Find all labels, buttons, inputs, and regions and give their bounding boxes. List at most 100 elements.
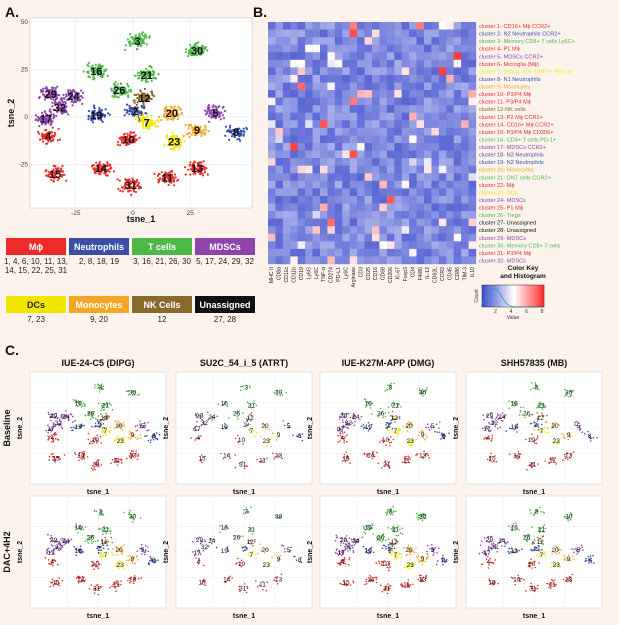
heatmap-row-label: cluster 14- CD16+ Mϕ CCR2+ — [479, 122, 554, 128]
heatmap-cell — [364, 165, 373, 174]
subplot-point — [292, 434, 294, 437]
panel-a-point — [136, 74, 139, 77]
panel-a-point — [77, 92, 81, 95]
heatmap-cell — [409, 105, 417, 113]
subplot-point — [416, 453, 418, 455]
panel-a-point — [182, 134, 185, 137]
panel-a-point — [47, 92, 51, 95]
heatmap-cell — [461, 22, 469, 30]
subplot-cluster-label: 9 — [567, 432, 571, 439]
heatmap-cell — [438, 22, 447, 30]
subplot-point — [112, 554, 115, 556]
color-key-swatch — [513, 285, 515, 307]
heatmap-cell — [386, 22, 395, 30]
heatmap-cell — [268, 143, 276, 151]
subplot-point — [398, 528, 401, 531]
panel-a-point — [143, 75, 147, 78]
panel-a-point — [133, 101, 136, 104]
subplot-point — [97, 593, 100, 596]
panel-a-point — [87, 75, 90, 78]
subplot-point — [48, 459, 50, 462]
heatmap-cell — [424, 226, 432, 234]
heatmap-cell — [446, 22, 454, 30]
heatmap-cell — [282, 211, 291, 219]
panel-a-point — [189, 43, 192, 46]
panel-a-point — [226, 130, 229, 133]
subplot-point — [135, 429, 137, 432]
heatmap-cell — [386, 74, 395, 83]
heatmap-cell — [461, 37, 469, 45]
heatmap-cell — [275, 188, 284, 197]
heatmap-cell — [297, 97, 306, 106]
heatmap-cell — [342, 97, 350, 106]
heatmap-cell — [468, 180, 477, 189]
panel-a-point — [72, 100, 75, 103]
color-key-swatch — [522, 285, 525, 307]
subplot-point — [379, 407, 382, 410]
heatmap-cell — [320, 120, 328, 129]
heatmap-cell — [468, 150, 477, 159]
panel-a-point — [44, 170, 47, 173]
subplot-cluster-label: 12 — [247, 539, 255, 546]
subplot-point — [94, 386, 96, 389]
panel-a-point — [112, 170, 116, 173]
heatmap-cell — [268, 256, 276, 265]
subplot-point — [280, 573, 283, 576]
heatmap-cell — [401, 150, 410, 159]
heatmap-cell — [282, 105, 291, 113]
heatmap-cell — [453, 112, 462, 121]
heatmap-cell — [416, 44, 425, 53]
heatmap-cell — [424, 44, 432, 53]
subplot-cluster-label: 26 — [233, 411, 241, 418]
panel-a-point — [123, 108, 126, 111]
subplot-cluster-label: 21 — [102, 403, 110, 410]
heatmap-cell — [468, 67, 477, 76]
heatmap-cell — [379, 112, 388, 121]
heatmap-cell — [297, 112, 306, 121]
panel-a-point — [49, 90, 52, 93]
subplot-point — [255, 580, 257, 582]
heatmap-column-label: CD45 — [447, 267, 453, 280]
panel-a-point — [124, 86, 127, 90]
subplot-point — [490, 440, 492, 442]
heatmap-row-label: cluster 24- MDSCs — [479, 198, 526, 204]
panel-a-point — [60, 111, 63, 114]
panel-a-point — [67, 113, 70, 116]
heatmap-cell — [349, 97, 358, 106]
subplot-point — [396, 559, 398, 561]
heatmap-cell — [282, 150, 291, 159]
heatmap-cell — [424, 173, 432, 182]
heatmap-cell — [431, 59, 440, 68]
heatmap-cell — [394, 74, 402, 83]
heatmap-cell — [342, 82, 350, 91]
heatmap-cell — [297, 22, 306, 30]
heatmap-cell — [438, 226, 447, 234]
heatmap-cell — [416, 158, 425, 166]
heatmap-cell — [409, 173, 417, 182]
panel-a-point — [141, 93, 144, 97]
panel-a-point — [81, 96, 84, 99]
heatmap-cell — [431, 112, 440, 121]
heatmap-cell — [349, 218, 358, 227]
heatmap-cell — [453, 105, 462, 113]
subplot-point — [383, 544, 386, 547]
subplot-point — [136, 438, 138, 441]
heatmap-cell — [453, 256, 462, 265]
panel-a-point — [131, 131, 134, 134]
subplot-cluster-label: 7 — [104, 552, 108, 559]
subplot-point — [54, 559, 56, 562]
heatmap-cell — [342, 173, 350, 182]
heatmap-row-label: cluster 27- Unassigned — [479, 221, 536, 227]
subplot-point — [544, 431, 546, 433]
heatmap-cell — [453, 135, 462, 144]
heatmap-cell — [372, 143, 380, 151]
color-key-xlabel: Value — [507, 315, 520, 321]
heatmap-cell — [320, 173, 328, 182]
heatmap-cell — [438, 241, 447, 250]
panel-a-point — [54, 98, 57, 101]
heatmap-cell — [268, 195, 276, 204]
panel-a-point — [184, 48, 188, 51]
subplot-cluster-label: 24 — [208, 414, 216, 421]
heatmap-cell — [282, 248, 291, 257]
heatmap-cell — [349, 105, 358, 113]
